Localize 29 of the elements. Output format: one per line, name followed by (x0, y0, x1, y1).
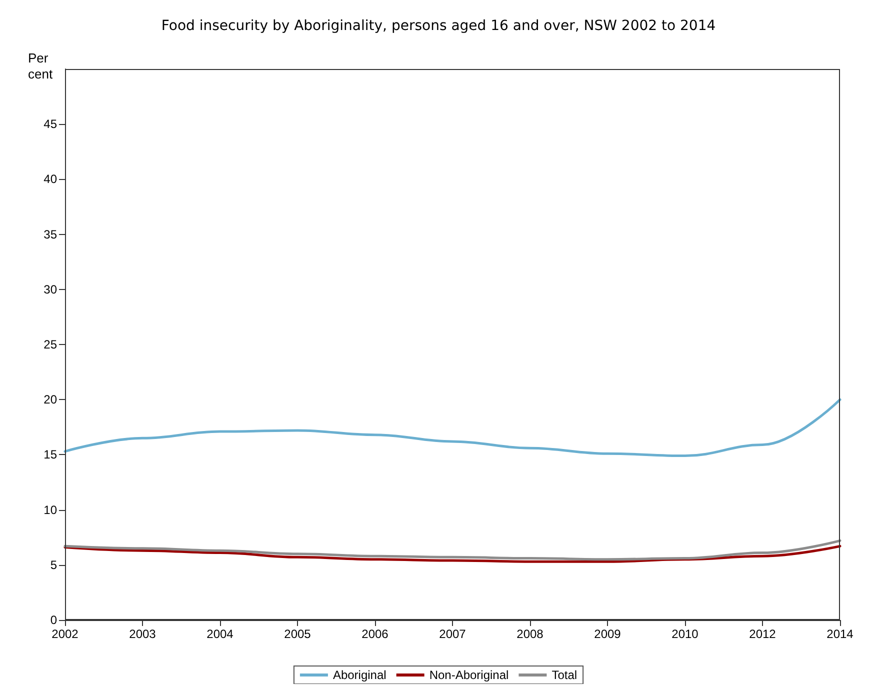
line-series (64, 544, 842, 563)
x-tick-label: 2007 (439, 627, 466, 641)
y-tick-label: 15 (44, 448, 58, 462)
chart-title: Food insecurity by Aboriginality, persons aged 16 and over, NSW 2002 to 2014 (161, 18, 716, 34)
y-tick-label: 35 (44, 227, 58, 242)
line-series (64, 398, 842, 458)
x-tick-label: 2008 (516, 627, 544, 641)
x-tick-label: 2012 (749, 627, 776, 641)
y-axis-title: Per cent (28, 50, 53, 82)
y-tick-label: 30 (44, 282, 58, 296)
y-tick-label: 45 (44, 117, 58, 132)
x-tick-label: 2006 (362, 627, 389, 641)
x-tick-label: 2003 (129, 627, 156, 641)
legend-label: Total (552, 668, 578, 682)
y-tick-label: 0 (50, 613, 58, 627)
line-series (64, 539, 842, 561)
x-tick-label: 2010 (672, 627, 699, 641)
x-tick-label: 2002 (52, 627, 79, 641)
y-tick-label: 20 (44, 392, 58, 407)
x-tick-label: 2014 (826, 627, 854, 641)
x-tick-label: 2004 (206, 627, 234, 641)
x-tick-label: 2005 (284, 627, 312, 641)
y-tick-label: 25 (44, 338, 58, 352)
y-tick-label: 10 (44, 502, 58, 517)
legend-label: Non-Aboriginal (429, 668, 509, 682)
legend-label: Aboriginal (332, 668, 386, 682)
y-tick-label: 40 (44, 172, 58, 186)
y-tick-label: 5 (50, 558, 58, 572)
x-tick-label: 2009 (594, 627, 622, 641)
